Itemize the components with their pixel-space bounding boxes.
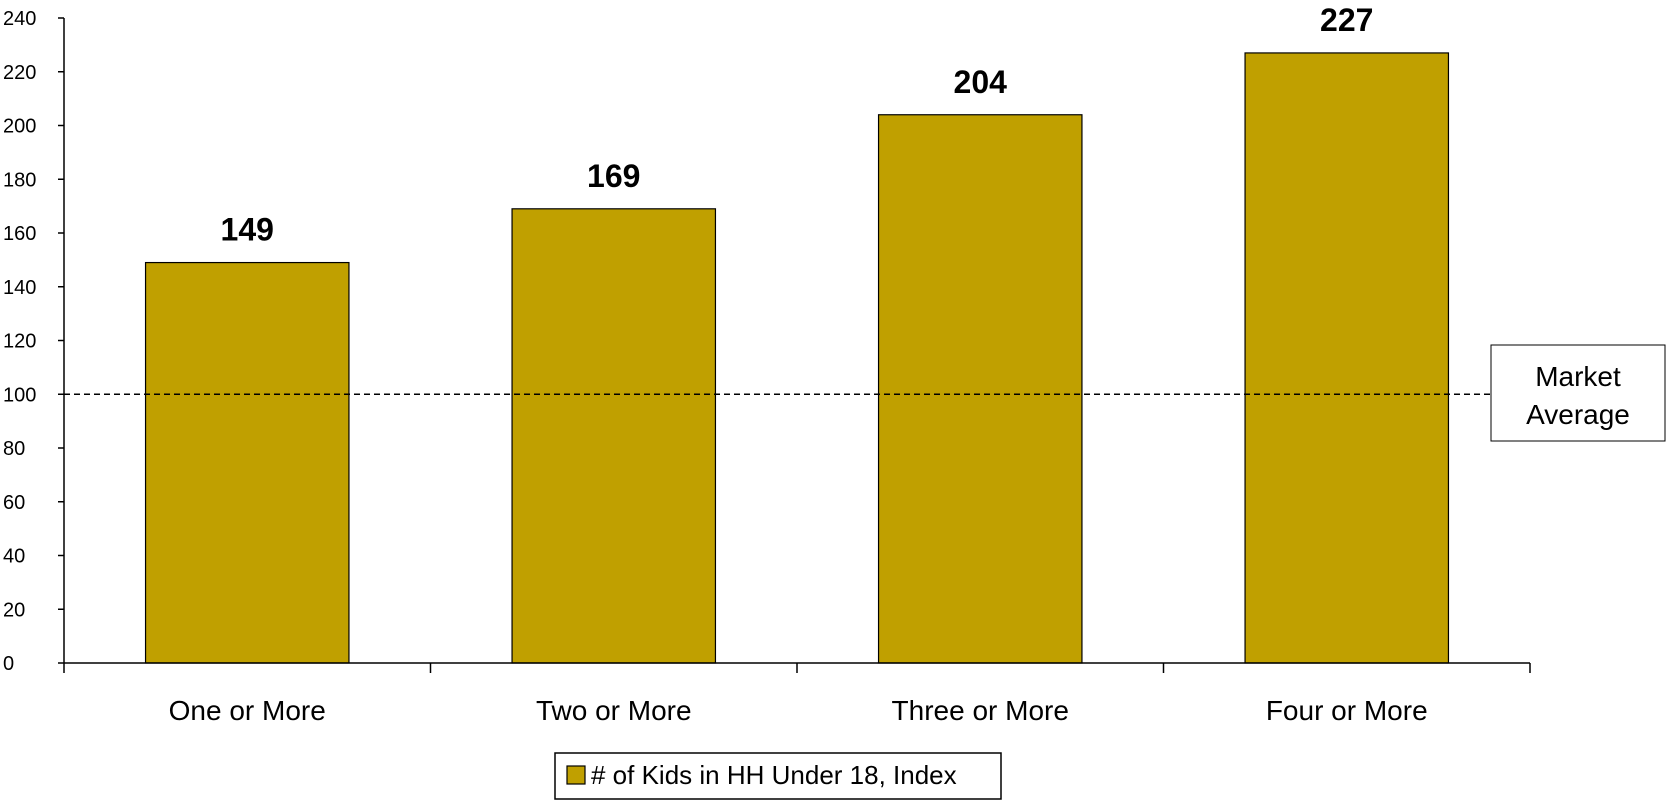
category-label: Two or More (536, 695, 692, 726)
market-average-label-line1: Market (1535, 361, 1621, 392)
category-label: Four or More (1266, 695, 1428, 726)
bar (1244, 52, 1450, 664)
y-tick-label: 80 (3, 438, 25, 460)
y-tick-label: 40 (3, 546, 25, 568)
y-tick-label: 20 (3, 599, 25, 621)
y-tick-label: 0 (3, 653, 14, 675)
category-label: Three or More (892, 695, 1069, 726)
y-tick-label: 200 (3, 116, 36, 138)
y-tick-label: 140 (3, 277, 36, 299)
x-axis-labels: One or More Two or More Three or More Four … (169, 695, 1428, 726)
x-axis-ticks (63, 663, 1531, 673)
bar-value-label: 169 (587, 158, 640, 194)
data-labels: 149 169 204 227 (221, 2, 1374, 248)
y-tick-label: 100 (3, 384, 36, 406)
bar-value-label: 149 (221, 212, 274, 248)
bar-value-label: 227 (1320, 2, 1373, 38)
category-label: One or More (169, 695, 326, 726)
y-tick-label: 160 (3, 223, 36, 245)
market-average-box: Market Average (1490, 344, 1666, 442)
y-axis-ticks: 0 20 40 60 80 100 120 140 160 180 200 220 240 (3, 8, 64, 675)
y-tick-label: 120 (3, 331, 36, 353)
y-tick-label: 240 (3, 8, 36, 30)
bar-value-label: 204 (954, 64, 1008, 100)
legend: # of Kids in HH Under 18, Index (554, 752, 1002, 800)
bar (877, 114, 1083, 664)
bar (511, 208, 717, 664)
bars (144, 52, 1450, 664)
legend-label: # of Kids in HH Under 18, Index (591, 760, 957, 790)
y-tick-label: 180 (3, 169, 36, 191)
y-tick-label: 220 (3, 62, 36, 84)
legend-swatch (566, 765, 586, 785)
market-average-label-line2: Average (1526, 399, 1630, 430)
y-tick-label: 60 (3, 492, 25, 514)
bar (144, 261, 350, 664)
